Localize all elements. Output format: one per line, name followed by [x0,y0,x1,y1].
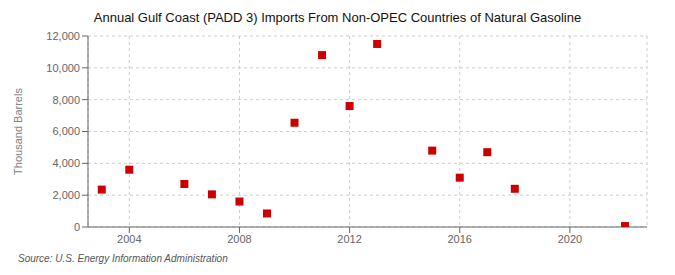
svg-text:2012: 2012 [337,233,361,245]
svg-text:10,000: 10,000 [46,62,80,74]
svg-text:2,000: 2,000 [52,189,80,201]
svg-text:4,000: 4,000 [52,157,80,169]
svg-text:6,000: 6,000 [52,125,80,137]
svg-text:2020: 2020 [558,233,582,245]
svg-text:2004: 2004 [117,233,141,245]
svg-text:2016: 2016 [448,233,472,245]
svg-text:Thousand Barrels: Thousand Barrels [12,88,24,175]
svg-text:8,000: 8,000 [52,94,80,106]
html-text:Annual Gulf Coast (PADD 3) Imp: Annual Gulf Coast (PADD 3) Imports From … [93,10,582,25]
html-text:Source: U.S. Energy Informatio: Source: U.S. Energy Information Administ… [18,253,228,264]
svg-text:2008: 2008 [227,233,251,245]
svg-text:12,000: 12,000 [46,30,80,42]
svg-text:0: 0 [74,221,80,233]
